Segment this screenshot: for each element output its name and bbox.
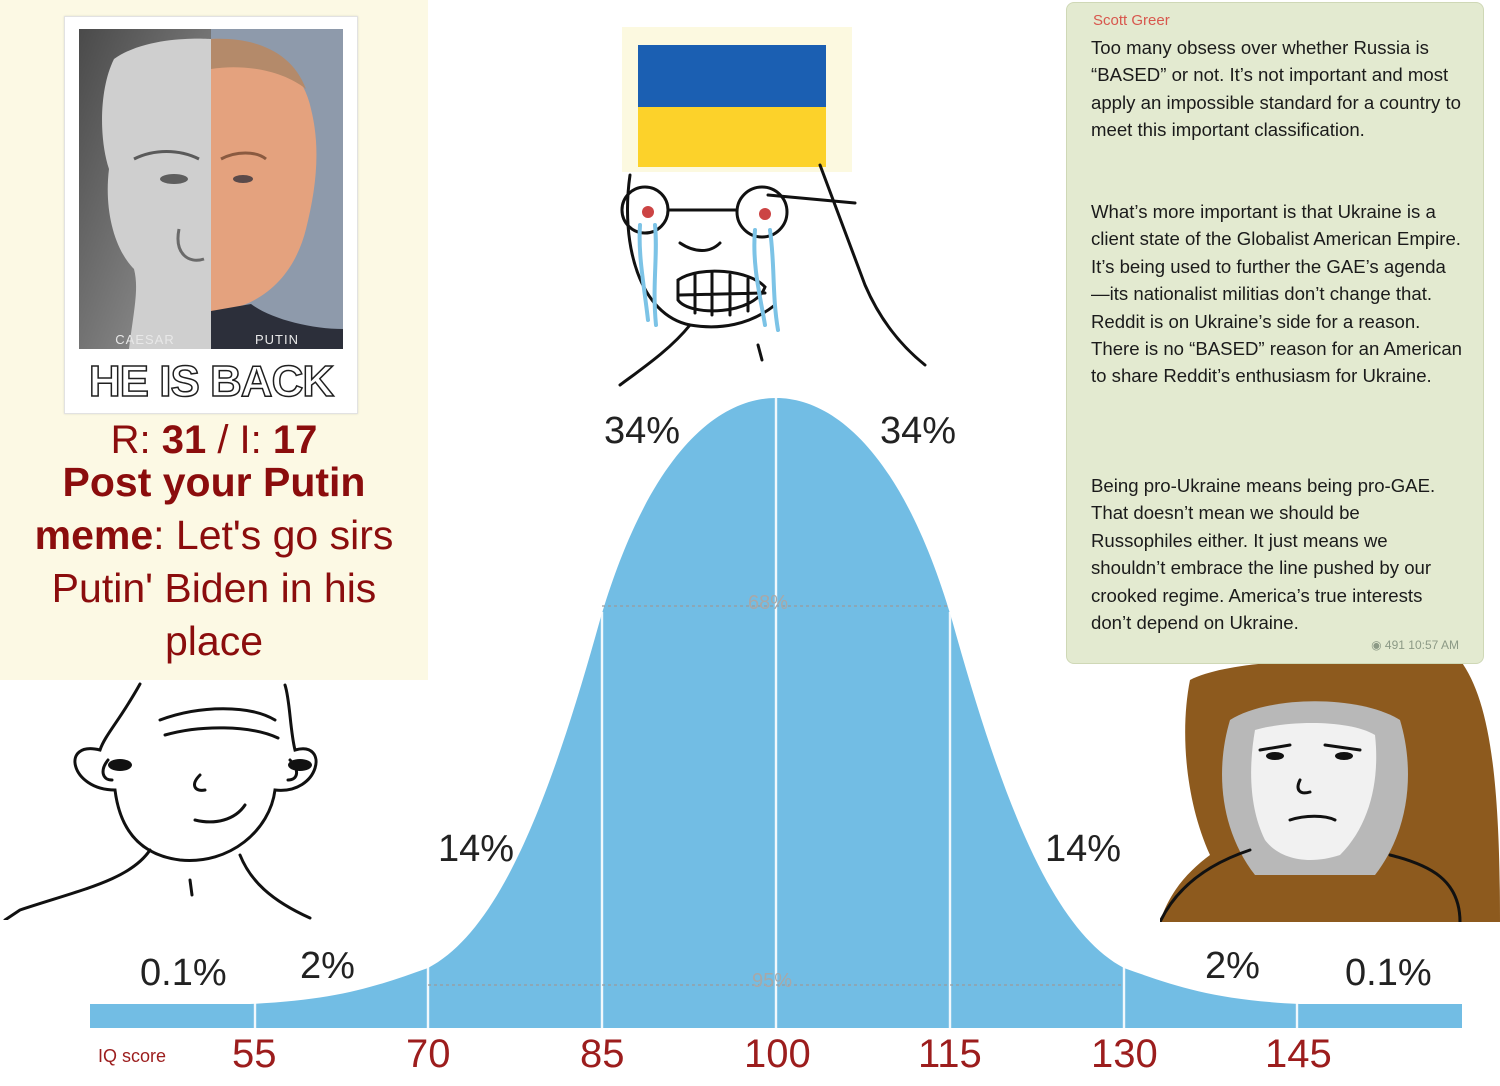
eye-icon: ◉: [1371, 638, 1382, 652]
images-label: / I:: [206, 418, 273, 462]
pct-label-left-2: 2%: [300, 945, 355, 987]
label-95-percent: 95%: [752, 970, 793, 992]
caesar-bust-image: CAESAR: [79, 29, 211, 349]
iq-tick-115: 115: [918, 1032, 982, 1076]
iq-axis-label: IQ score: [98, 1046, 167, 1066]
sd-lines: [253, 398, 1299, 1028]
images-count: 17: [272, 418, 318, 462]
view-count: 491: [1384, 638, 1405, 652]
pct-label-right-14: 14%: [1045, 828, 1122, 870]
pct-label-right-34: 34%: [880, 410, 957, 452]
iq-tick-100: 100: [744, 1032, 811, 1076]
putin-caption: PUTIN: [255, 332, 299, 347]
caesar-caption: CAESAR: [115, 332, 175, 347]
replies-count: 31: [161, 418, 207, 462]
replies-label: R:: [110, 418, 162, 462]
image-headline: HE IS BACK: [88, 356, 335, 407]
message-paragraph: Being pro-Ukraine means being pro-GAE. T…: [1091, 475, 1436, 634]
label-68-percent: 68%: [748, 592, 789, 614]
pct-label-left-14: 14%: [438, 828, 515, 870]
message-paragraph: What’s more important is that Ukraine is…: [1091, 201, 1463, 387]
pct-label-far-right: 0.1%: [1345, 952, 1432, 994]
iq-tick-145: 145: [1265, 1032, 1332, 1076]
post-body: : Let's go sirs Putin' Biden in his plac…: [51, 512, 394, 664]
message-meta: ◉ 491 10:57 AM: [1371, 638, 1459, 652]
ukraine-flag-blue: [638, 45, 826, 107]
putin-photo-image: PUTIN: [211, 29, 343, 349]
iq-tick-85: 85: [580, 1032, 625, 1076]
iq-tick-130: 130: [1091, 1032, 1158, 1076]
hooded-monk-figure: [1160, 660, 1500, 922]
message-author: Scott Greer: [1093, 12, 1170, 29]
telegram-message: Scott Greer Too many obsess over whether…: [1066, 2, 1484, 664]
post-teaser: Post your Putin meme: Let's go sirs Puti…: [8, 456, 420, 668]
pct-label-far-left: 0.1%: [140, 952, 227, 994]
message-paragraph: Too many obsess over whether Russia is “…: [1091, 37, 1462, 141]
message-time: 10:57 AM: [1408, 638, 1459, 652]
iq-tick-55: 55: [232, 1032, 277, 1076]
post-subject: Post your Putin meme: [34, 459, 366, 558]
post-stats: R: 31 / I: 17: [0, 418, 428, 463]
ukraine-flag-yellow: [638, 107, 826, 167]
brainlet-wojak-figure: [3, 682, 318, 920]
iq-tick-70: 70: [406, 1032, 451, 1076]
crying-wojak-figure: [618, 27, 927, 387]
caesar-putin-image: CAESAR PUTIN HE IS BACK: [64, 16, 358, 414]
pct-label-left-34: 34%: [604, 410, 681, 452]
pct-label-right-2: 2%: [1205, 945, 1260, 987]
